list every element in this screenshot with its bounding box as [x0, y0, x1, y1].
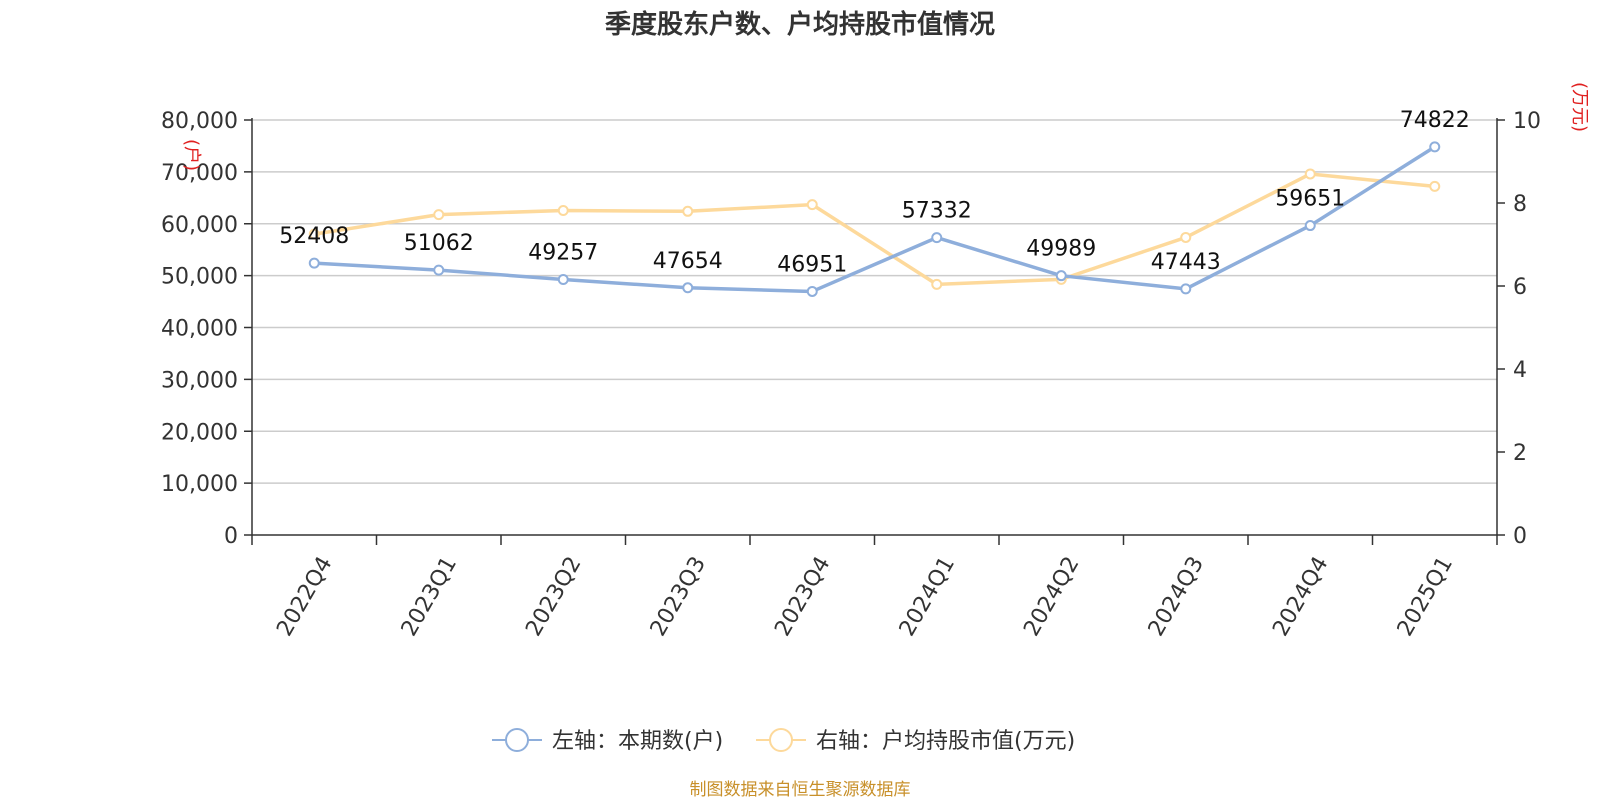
x-tick-label: 2023Q1 — [397, 553, 462, 641]
data-point-left[interactable] — [1180, 283, 1192, 295]
x-tick-label: 2022Q4 — [272, 553, 337, 641]
data-point-right[interactable] — [682, 205, 694, 217]
data-point-left[interactable] — [1429, 141, 1441, 153]
legend-marker-right — [769, 728, 793, 752]
data-label: 52408 — [279, 224, 349, 249]
right-tick-label: 4 — [1513, 358, 1527, 383]
left-tick-label: 30,000 — [161, 368, 238, 393]
data-point-right[interactable] — [931, 278, 943, 290]
right-axis-unit: (万元) — [1569, 82, 1590, 132]
right-tick-label: 2 — [1513, 441, 1527, 466]
data-point-left[interactable] — [806, 285, 818, 297]
series-line-left — [314, 145, 1436, 294]
left-axis: 0 10,000 20,000 30,000 40,000 50,000 60,000 70,… — [161, 109, 253, 549]
data-point-right[interactable] — [1429, 180, 1441, 192]
right-tick-label: 10 — [1513, 109, 1541, 134]
legend-marker-left — [505, 728, 529, 752]
data-point-right[interactable] — [1180, 231, 1192, 243]
chart-title: 季度股东户数、户均持股市值情况 — [605, 9, 995, 40]
legend-item-right[interactable]: 右轴：户均持股市值(万元) — [756, 728, 1075, 754]
gridlines — [252, 119, 1497, 484]
data-label: 59651 — [1275, 187, 1345, 212]
left-tick-label: 0 — [224, 524, 238, 549]
right-axis: 0 2 4 6 8 10 — [1496, 109, 1541, 549]
left-tick-label: 60,000 — [161, 213, 238, 238]
x-axis: 2022Q4 2023Q1 2023Q2 2023Q3 2023Q4 2024Q1 2024… — [251, 534, 1498, 641]
left-axis-unit: (户) — [181, 139, 202, 171]
x-tick-label: 2025Q1 — [1393, 553, 1458, 641]
left-tick-label: 10,000 — [161, 472, 238, 497]
data-point-left[interactable] — [433, 264, 445, 276]
data-label: 49257 — [528, 240, 598, 265]
right-tick-label: 6 — [1513, 275, 1527, 300]
right-tick-label: 0 — [1513, 524, 1527, 549]
data-label: 74822 — [1400, 108, 1470, 133]
data-point-left[interactable] — [1055, 270, 1067, 282]
data-point-right[interactable] — [806, 199, 818, 211]
right-tick-label: 8 — [1513, 192, 1527, 217]
left-tick-label: 20,000 — [161, 420, 238, 445]
data-point-right[interactable] — [1304, 168, 1316, 180]
data-point-right[interactable] — [308, 228, 320, 240]
data-point-right[interactable] — [433, 209, 445, 221]
data-point-left[interactable] — [557, 273, 569, 285]
data-label: 51062 — [404, 231, 474, 256]
data-point-left[interactable] — [308, 257, 320, 269]
legend-item-left[interactable]: 左轴：本期数(户) — [492, 728, 723, 754]
data-point-right[interactable] — [557, 204, 569, 216]
legend-label-right: 右轴：户均持股市值(万元) — [816, 729, 1075, 754]
left-tick-label: 40,000 — [161, 317, 238, 342]
x-tick-label: 2024Q4 — [1268, 553, 1333, 641]
data-label: 49989 — [1026, 237, 1096, 262]
x-tick-label: 2024Q1 — [895, 553, 960, 641]
left-tick-label: 80,000 — [161, 109, 238, 134]
data-label: 57332 — [902, 199, 972, 224]
x-tick-label: 2024Q3 — [1144, 553, 1209, 641]
legend[interactable]: 左轴：本期数(户) 右轴：户均持股市值(万元) — [492, 728, 1075, 754]
x-tick-label: 2023Q2 — [521, 553, 586, 641]
data-labels: 52408 51062 49257 47654 46951 57332 49989 47443… — [279, 108, 1470, 278]
data-point-left[interactable] — [1304, 220, 1316, 232]
data-label: 47443 — [1151, 250, 1221, 275]
series-line-right — [313, 172, 1435, 287]
source-note: 制图数据来自恒生聚源数据库 — [690, 780, 911, 800]
data-label: 46951 — [777, 252, 847, 277]
series-layer — [308, 141, 1441, 297]
left-tick-label: 70,000 — [161, 161, 238, 186]
data-point-left[interactable] — [931, 232, 943, 244]
data-label: 47654 — [653, 249, 723, 274]
left-tick-label: 50,000 — [161, 265, 238, 290]
x-tick-label: 2023Q3 — [646, 553, 711, 641]
x-tick-label: 2024Q2 — [1019, 553, 1084, 641]
legend-label-left: 左轴：本期数(户) — [552, 729, 723, 754]
data-point-left[interactable] — [682, 282, 694, 294]
x-tick-label: 2023Q4 — [770, 553, 835, 641]
